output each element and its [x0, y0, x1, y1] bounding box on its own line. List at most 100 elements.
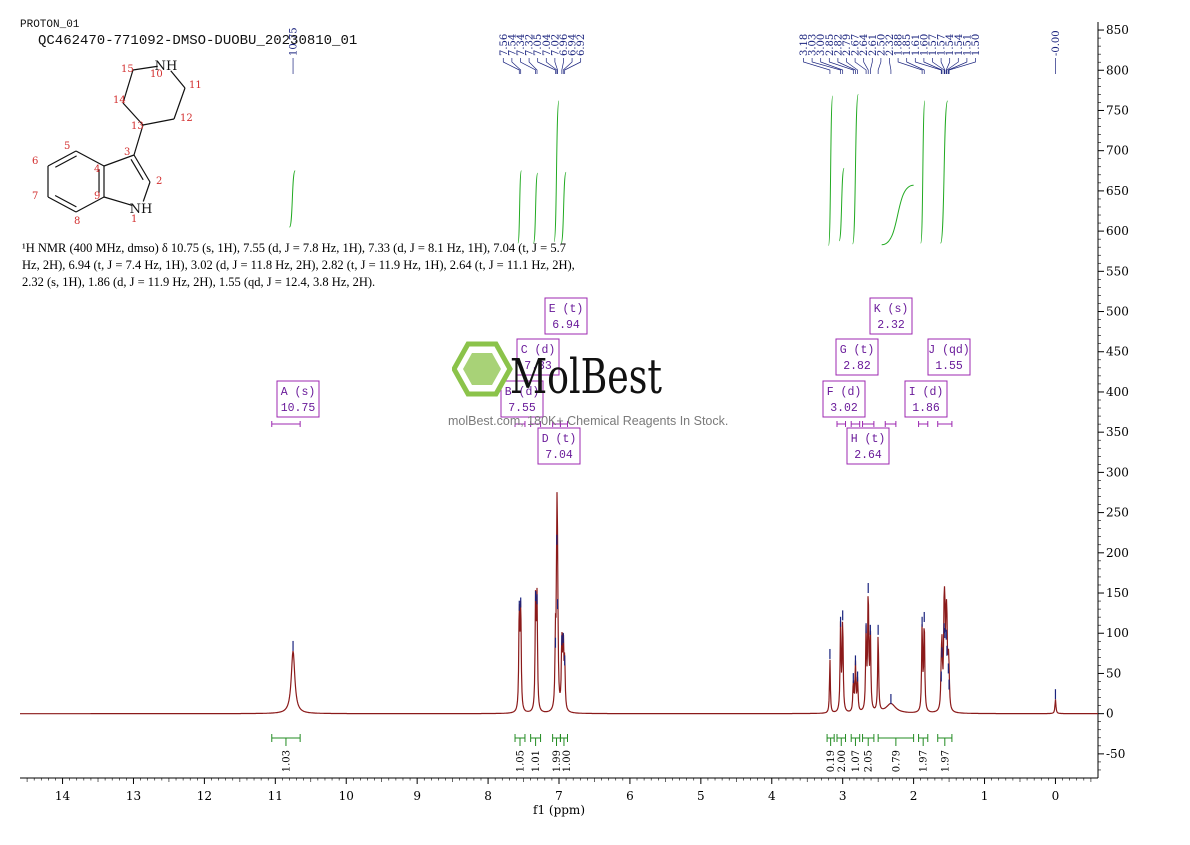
multiplet-label: G (t)	[840, 344, 875, 357]
atom-number: 9	[94, 191, 100, 202]
multiplet-label: E (t)	[549, 303, 584, 316]
x-tick-label: 13	[126, 789, 141, 803]
multiplet-box: C (d) 7.33	[516, 338, 560, 376]
integral-curve	[940, 100, 949, 244]
x-tick-label: 14	[55, 789, 71, 803]
x-tick-label: 4	[768, 789, 776, 803]
atom-number: 4	[94, 164, 100, 175]
multiplet-box-frame	[516, 338, 560, 376]
x-tick-label: 2	[910, 789, 918, 803]
multiplet-box-frame	[544, 297, 588, 335]
x-tick-label: 0	[1052, 789, 1060, 803]
peak-leader	[854, 58, 867, 74]
y-tick-label: -50	[1106, 747, 1125, 761]
atom-label: NH	[130, 202, 153, 217]
multiplet-label: H (t)	[851, 433, 886, 446]
multiplet-box: K (s) 2.32	[869, 297, 913, 335]
multiplet-box: J (qd) 1.55	[927, 338, 971, 376]
peak-leader	[820, 58, 844, 74]
bond	[132, 65, 158, 71]
x-axis-label: f1 (ppm)	[533, 803, 585, 817]
bond	[75, 150, 105, 167]
peak-label: 2.67	[851, 34, 862, 56]
multiplet-box: G (t) 2.82	[835, 338, 879, 376]
multiplet-box-frame	[276, 380, 320, 418]
peak-label: 7.54	[507, 34, 518, 56]
y-tick-label: 850	[1106, 23, 1129, 37]
x-tick-label: 9	[413, 789, 421, 803]
peak-leader	[932, 58, 945, 74]
atom-number: 1	[131, 214, 137, 225]
y-tick-label: 500	[1106, 305, 1129, 319]
peak-leader	[948, 58, 976, 74]
watermark-tagline: molBest.com, 180K+ Chemical Reagents In …	[448, 414, 729, 428]
integral-value: 1.07	[851, 750, 862, 772]
integral-curve	[828, 95, 834, 247]
peak-leader	[554, 58, 558, 74]
bond	[122, 69, 134, 104]
bond	[47, 196, 77, 213]
y-tick-label: 400	[1106, 385, 1129, 399]
bond	[142, 181, 151, 202]
bond	[173, 87, 186, 120]
peak-leader	[528, 58, 538, 74]
bond	[103, 154, 135, 167]
atom-label: NH	[155, 59, 178, 74]
peak-label: 2.64	[859, 34, 870, 56]
peak-label: 1.61	[911, 34, 922, 56]
experiment-name: PROTON_01	[20, 19, 80, 31]
peak-leader	[837, 58, 856, 74]
y-tick-label: 700	[1106, 144, 1129, 158]
peak-leader	[863, 58, 869, 74]
peak-label: 1.57	[928, 34, 939, 56]
double-bond	[54, 194, 77, 208]
multiplet-shift: 7.33	[524, 360, 552, 373]
peak-label: 7.34	[516, 34, 527, 56]
y-tick-label: 100	[1106, 626, 1129, 640]
peak-leader	[946, 58, 959, 74]
y-tick-label: 250	[1106, 506, 1129, 520]
peak-leader	[948, 58, 968, 74]
atom-number: 10	[150, 69, 163, 80]
peak-label: 1.85	[902, 34, 913, 56]
double-bond	[55, 155, 77, 168]
integral-curve	[532, 172, 539, 244]
y-tick-label: 50	[1106, 666, 1121, 680]
integral-curve	[920, 100, 926, 244]
multiplet-shift: 1.86	[912, 402, 940, 415]
peak-label: 2.82	[833, 34, 844, 56]
x-tick-label: 12	[197, 789, 212, 803]
multiplet-shift: 2.32	[877, 319, 905, 332]
y-tick-label: 450	[1106, 345, 1129, 359]
atom-number: 3	[124, 147, 130, 158]
multiplet-box-frame	[500, 380, 544, 418]
peak-label: 6.92	[576, 34, 587, 56]
peak-label: 3.00	[816, 34, 827, 56]
atom-number: 15	[121, 64, 134, 75]
multiplet-box-frame	[835, 338, 879, 376]
peak-label: 2.79	[842, 34, 853, 56]
y-tick-label: 750	[1106, 103, 1129, 117]
multiplet-shift: 3.02	[830, 402, 858, 415]
bond	[47, 150, 77, 167]
y-tick-label: 800	[1106, 63, 1129, 77]
multiplet-label: K (s)	[874, 303, 909, 316]
peak-label: 1.50	[971, 34, 982, 56]
integral-value: 0.79	[891, 750, 902, 772]
multiplet-label: B (d)	[505, 386, 540, 399]
bond	[75, 196, 105, 213]
y-tick-label: 650	[1106, 184, 1129, 198]
integral-value: 1.01	[531, 750, 542, 772]
x-tick-label: 11	[268, 789, 283, 803]
peak-leader	[537, 58, 556, 74]
peak-label: 2.61	[868, 34, 879, 56]
integral-curve	[289, 170, 296, 228]
atom-number: 14	[113, 95, 126, 106]
multiplet-box: A (s) 10.75	[276, 380, 320, 418]
multiplet-box-frame	[904, 380, 948, 418]
peak-label: 2.50	[876, 34, 887, 56]
atom-number: 5	[64, 141, 70, 152]
multiplet-label: F (d)	[827, 386, 862, 399]
peak-leader	[502, 58, 520, 74]
